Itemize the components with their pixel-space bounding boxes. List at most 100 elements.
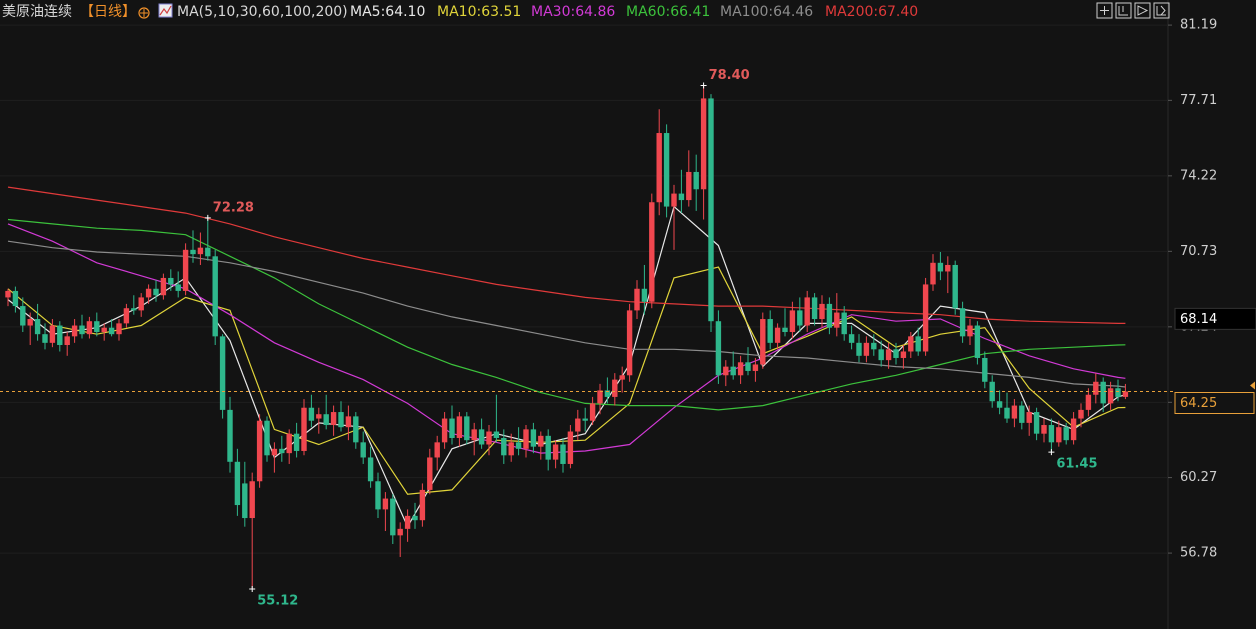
candle-body bbox=[71, 325, 78, 337]
candle-body bbox=[441, 418, 448, 443]
marker-price-box bbox=[1174, 307, 1256, 330]
candle-body bbox=[330, 412, 337, 426]
toolbar bbox=[1096, 2, 1170, 19]
candle-body bbox=[123, 308, 130, 324]
ma-line bbox=[7, 186, 1126, 324]
candle-body bbox=[412, 515, 418, 521]
candle-body bbox=[160, 277, 167, 296]
candle-body bbox=[737, 362, 744, 376]
extreme-marker bbox=[700, 82, 707, 89]
extreme-marker bbox=[204, 214, 211, 221]
candle-body bbox=[1033, 412, 1040, 434]
candle-body bbox=[1078, 409, 1084, 419]
candle-body bbox=[227, 409, 233, 462]
candle-body bbox=[427, 457, 433, 490]
candle-body bbox=[723, 366, 729, 376]
candle-body bbox=[486, 431, 492, 445]
candle-body bbox=[367, 457, 374, 482]
candle-body bbox=[1063, 427, 1069, 441]
candle-body bbox=[323, 414, 329, 426]
candle-body bbox=[634, 288, 640, 311]
candle-body bbox=[168, 277, 174, 285]
candle-body bbox=[138, 297, 144, 311]
candle-body bbox=[190, 249, 196, 255]
candle-body bbox=[589, 403, 596, 421]
candle-body bbox=[841, 312, 847, 335]
candle-body bbox=[108, 327, 115, 335]
candle-body bbox=[560, 444, 566, 464]
candle-body bbox=[404, 515, 411, 529]
candle-body bbox=[538, 435, 544, 447]
candle-body bbox=[693, 171, 699, 190]
tool-button[interactable] bbox=[1115, 2, 1132, 19]
candle-body bbox=[1107, 388, 1114, 404]
add-icon[interactable] bbox=[138, 7, 150, 19]
candle-body bbox=[582, 418, 588, 421]
candle-body bbox=[1093, 381, 1099, 395]
legend-entry: MA5:64.10 bbox=[350, 4, 425, 20]
candle-body bbox=[782, 327, 788, 333]
tool-button[interactable] bbox=[1096, 2, 1113, 19]
candle-body bbox=[153, 288, 159, 296]
candle-body bbox=[397, 528, 403, 536]
candle-body bbox=[286, 433, 292, 454]
extreme-label: 78.40 bbox=[709, 68, 750, 83]
candle-body bbox=[390, 498, 396, 536]
tool-button[interactable] bbox=[1134, 2, 1151, 19]
candle-body bbox=[456, 416, 463, 439]
candle-body bbox=[79, 325, 85, 335]
candle-body bbox=[20, 306, 26, 326]
candle-body bbox=[952, 264, 958, 309]
candle-body bbox=[996, 401, 1003, 408]
candle-body bbox=[575, 418, 581, 432]
candle-body bbox=[1115, 388, 1121, 397]
candle-body bbox=[256, 420, 263, 482]
candle-body bbox=[5, 290, 11, 298]
last-price-box bbox=[1174, 392, 1255, 415]
candle-body bbox=[974, 325, 981, 358]
candle-body bbox=[27, 319, 33, 326]
y-tick-label: 74.22 bbox=[1180, 168, 1217, 183]
candle-body bbox=[515, 442, 522, 449]
candle-body bbox=[797, 310, 803, 326]
legend-entry: MA10:63.51 bbox=[437, 4, 521, 20]
candle-body bbox=[878, 349, 884, 361]
candle-body bbox=[745, 362, 751, 371]
candle-body bbox=[767, 319, 773, 343]
candle-body bbox=[671, 193, 677, 207]
candle-body bbox=[893, 349, 899, 358]
extreme-label: 72.28 bbox=[213, 200, 254, 215]
indicator-label: MA(5,10,30,60,100,200) bbox=[177, 4, 348, 20]
candle-body bbox=[1041, 425, 1047, 434]
candle-body bbox=[145, 288, 152, 298]
candle-body bbox=[131, 308, 137, 311]
candle-layer bbox=[5, 85, 1129, 589]
tool-button[interactable] bbox=[1153, 2, 1170, 19]
y-tick-label: 60.27 bbox=[1180, 470, 1217, 485]
candle-body bbox=[279, 448, 285, 454]
candle-body bbox=[101, 327, 107, 333]
candle-body bbox=[293, 433, 300, 451]
candle-body bbox=[1019, 405, 1025, 423]
candle-body bbox=[316, 414, 322, 419]
overlay-layer: 78.40 72.28 55.12 61.45 64.25 68.14 bbox=[0, 68, 1256, 608]
legend-entry: MA100:64.46 bbox=[720, 4, 813, 20]
candle-body bbox=[774, 327, 781, 343]
candle-body bbox=[930, 262, 936, 285]
last-price-arrow bbox=[1250, 381, 1255, 390]
candle-body bbox=[856, 342, 862, 356]
candle-body bbox=[826, 303, 833, 328]
candle-body bbox=[982, 357, 988, 382]
candle-body bbox=[567, 431, 574, 464]
y-tick-label: 77.71 bbox=[1180, 93, 1217, 108]
candle-body bbox=[175, 284, 181, 291]
indicator-icon[interactable] bbox=[158, 3, 173, 18]
candle-body bbox=[345, 416, 352, 428]
candle-body bbox=[937, 262, 944, 272]
candle-body bbox=[663, 133, 670, 207]
candle-body bbox=[34, 319, 41, 335]
candle-body bbox=[656, 133, 662, 203]
candle-body bbox=[360, 442, 366, 458]
candle-body bbox=[1026, 412, 1032, 423]
candle-body bbox=[57, 325, 63, 345]
